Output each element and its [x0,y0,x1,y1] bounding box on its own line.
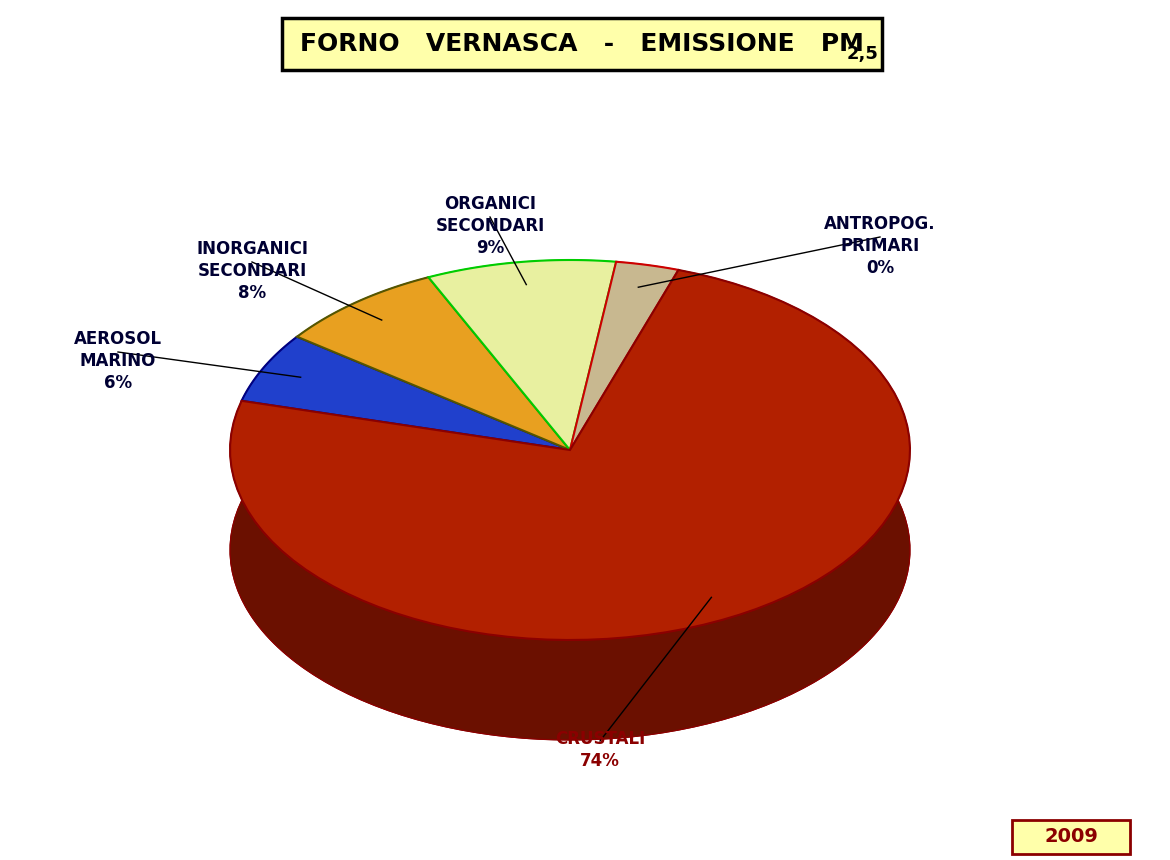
Text: 8%: 8% [238,284,266,302]
Text: INORGANICI: INORGANICI [197,240,308,258]
Polygon shape [297,337,570,550]
Polygon shape [617,261,679,370]
Polygon shape [570,261,617,550]
Polygon shape [241,401,570,550]
Text: 0%: 0% [866,259,894,277]
Polygon shape [241,337,570,450]
Polygon shape [428,260,617,450]
Text: 9%: 9% [476,239,504,257]
Polygon shape [230,270,910,740]
Polygon shape [570,270,679,550]
Text: AEROSOL: AEROSOL [74,330,163,348]
Text: 6%: 6% [104,374,132,392]
Polygon shape [428,260,617,378]
Polygon shape [297,337,570,550]
Text: 2,5: 2,5 [847,45,879,63]
Text: ORGANICI: ORGANICI [443,195,536,213]
Text: FORNO   VERNASCA   -   EMISSIONE   PM: FORNO VERNASCA - EMISSIONE PM [300,32,863,56]
Polygon shape [297,277,428,437]
Polygon shape [570,261,679,450]
Polygon shape [428,277,570,550]
Ellipse shape [230,360,910,740]
Polygon shape [297,277,570,450]
Text: ANTROPOG.: ANTROPOG. [824,215,936,233]
Text: PRIMARI: PRIMARI [840,237,920,255]
Polygon shape [230,270,910,640]
FancyBboxPatch shape [1012,820,1130,854]
Text: CRUSTALI: CRUSTALI [555,730,645,748]
Polygon shape [428,277,570,550]
Polygon shape [241,401,570,550]
Polygon shape [570,270,679,550]
Text: MARINO: MARINO [80,352,156,370]
Polygon shape [241,337,297,501]
Text: 2009: 2009 [1044,827,1097,846]
Text: 74%: 74% [580,752,620,770]
Text: SECONDARI: SECONDARI [435,217,544,235]
Polygon shape [570,261,617,550]
FancyBboxPatch shape [282,18,882,70]
Text: SECONDARI: SECONDARI [198,262,307,280]
